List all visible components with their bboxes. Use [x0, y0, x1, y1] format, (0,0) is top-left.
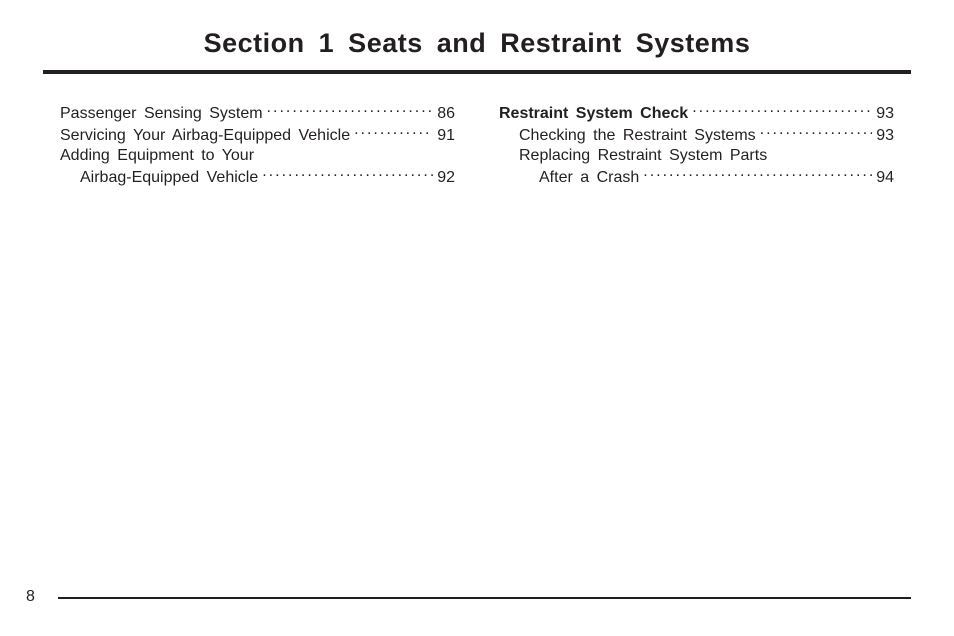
toc-column-right: Restraint System Check93Checking the Res… — [499, 102, 894, 188]
toc-leader — [643, 166, 872, 182]
section-title: Section 1 Seats and Restraint Systems — [204, 28, 751, 58]
toc-entry-title: Adding Equipment to Your — [60, 146, 254, 166]
toc-entry-title: After a Crash — [539, 168, 639, 188]
top-rule — [43, 70, 911, 74]
toc-columns: Passenger Sensing System86Servicing Your… — [60, 102, 894, 188]
toc-leader — [354, 124, 433, 140]
toc-entry-page: 93 — [876, 126, 894, 146]
toc-entry: Checking the Restraint Systems 93 — [499, 124, 894, 146]
toc-entry-page: 86 — [437, 104, 455, 124]
toc-entry-page: 93 — [876, 104, 894, 124]
toc-entry: Passenger Sensing System 86 — [60, 102, 455, 124]
toc-entry-title: Airbag-Equipped Vehicle — [80, 168, 258, 188]
toc-entry-page: 91 — [437, 126, 455, 146]
bottom-rule — [58, 597, 911, 599]
section-title-wrap: Section 1 Seats and Restraint Systems — [43, 28, 911, 59]
toc-leader — [760, 124, 873, 140]
toc-entry-title: Passenger Sensing System — [60, 104, 263, 124]
toc-entry-title: Servicing Your Airbag-Equipped Vehicle — [60, 126, 350, 146]
toc-entry: After a Crash 94 — [499, 166, 894, 188]
page: Section 1 Seats and Restraint Systems Pa… — [0, 0, 954, 636]
toc-entry-page: 94 — [876, 168, 894, 188]
toc-entry-page: 92 — [437, 168, 455, 188]
toc-entry: Airbag-Equipped Vehicle 92 — [60, 166, 455, 188]
toc-entry: Servicing Your Airbag-Equipped Vehicle 91 — [60, 124, 455, 146]
toc-entry-title: Restraint System Check — [499, 104, 688, 124]
toc-leader — [262, 166, 433, 182]
toc-entry-title: Checking the Restraint Systems — [519, 126, 756, 146]
toc-leader — [267, 102, 434, 118]
toc-entry: Replacing Restraint System Parts — [499, 146, 894, 166]
toc-entry: Adding Equipment to Your — [60, 146, 455, 166]
toc-entry: Restraint System Check 93 — [499, 102, 894, 124]
toc-leader — [692, 102, 872, 118]
toc-entry-title: Replacing Restraint System Parts — [519, 146, 767, 166]
toc-column-left: Passenger Sensing System86Servicing Your… — [60, 102, 455, 188]
page-number: 8 — [26, 588, 35, 606]
